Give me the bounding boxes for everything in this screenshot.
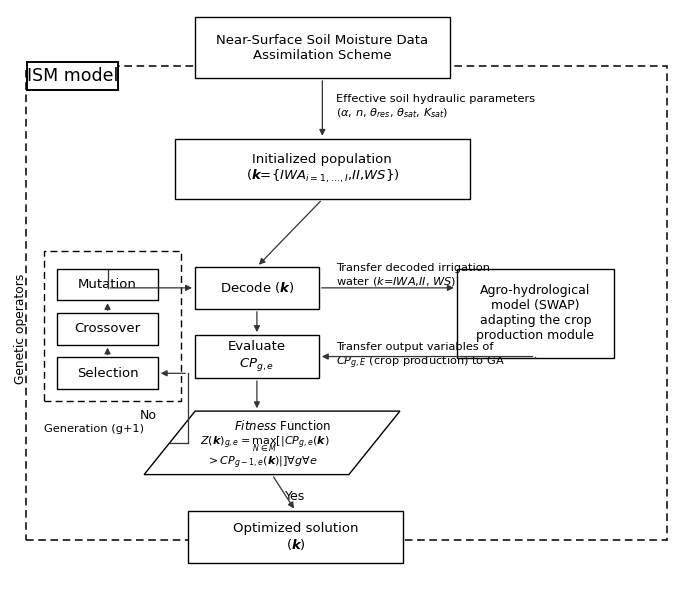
FancyBboxPatch shape <box>457 269 614 358</box>
FancyBboxPatch shape <box>57 313 158 345</box>
Text: Genetic operators: Genetic operators <box>14 274 27 384</box>
Text: Yes: Yes <box>286 490 306 503</box>
FancyBboxPatch shape <box>195 267 319 309</box>
Text: No: No <box>139 409 156 422</box>
Text: Initialized population
($\boldsymbol{k}$={$IWA_{i=1,\ldots,I}$,$II$,$WS$}): Initialized population ($\boldsymbol{k}$… <box>246 153 399 186</box>
FancyBboxPatch shape <box>57 358 158 389</box>
Text: Generation (g+1): Generation (g+1) <box>44 424 144 434</box>
FancyBboxPatch shape <box>175 138 470 199</box>
Text: Near-Surface Soil Moisture Data
Assimilation Scheme: Near-Surface Soil Moisture Data Assimila… <box>216 34 428 62</box>
FancyBboxPatch shape <box>57 269 158 300</box>
FancyBboxPatch shape <box>188 511 403 563</box>
Text: ISM model: ISM model <box>27 67 118 85</box>
FancyBboxPatch shape <box>195 18 450 78</box>
FancyBboxPatch shape <box>44 251 182 401</box>
Polygon shape <box>144 411 400 475</box>
Text: Mutation: Mutation <box>78 278 137 291</box>
Text: Agro-hydrological
model (SWAP)
adapting the crop
production module: Agro-hydrological model (SWAP) adapting … <box>477 284 595 342</box>
Text: Decode ($\boldsymbol{k}$): Decode ($\boldsymbol{k}$) <box>220 280 294 295</box>
Text: $Z(\boldsymbol{k})_{g,e} = \underset{N \in M}{\max}[|CP_{g,e}(\boldsymbol{k})$: $Z(\boldsymbol{k})_{g,e} = \underset{N \… <box>201 434 330 454</box>
FancyBboxPatch shape <box>27 62 118 90</box>
Text: Optimized solution
($\boldsymbol{k}$): Optimized solution ($\boldsymbol{k}$) <box>233 522 358 552</box>
Text: Evaluate
$CP_{g,e}$: Evaluate $CP_{g,e}$ <box>228 340 286 373</box>
Text: $\mathit{Fitness}$ Function: $\mathit{Fitness}$ Function <box>234 419 331 432</box>
Text: $> CP_{g-1,e}(\boldsymbol{k})|]\forall g\forall e$: $> CP_{g-1,e}(\boldsymbol{k})|]\forall g… <box>206 453 318 471</box>
FancyBboxPatch shape <box>195 335 319 378</box>
Text: Transfer output variables of
$CP_{g,E}$ (crop production) to GA: Transfer output variables of $CP_{g,E}$ … <box>336 342 505 370</box>
Text: Selection: Selection <box>77 367 138 380</box>
Text: Transfer decoded irrigation
water ($k$=$IWA$,$II$, $WS$): Transfer decoded irrigation water ($k$=$… <box>336 263 490 288</box>
Text: Crossover: Crossover <box>75 322 140 335</box>
Text: Effective soil hydraulic parameters
($\alpha$, $n$, $\theta_{res}$, $\theta_{sat: Effective soil hydraulic parameters ($\a… <box>336 94 535 120</box>
